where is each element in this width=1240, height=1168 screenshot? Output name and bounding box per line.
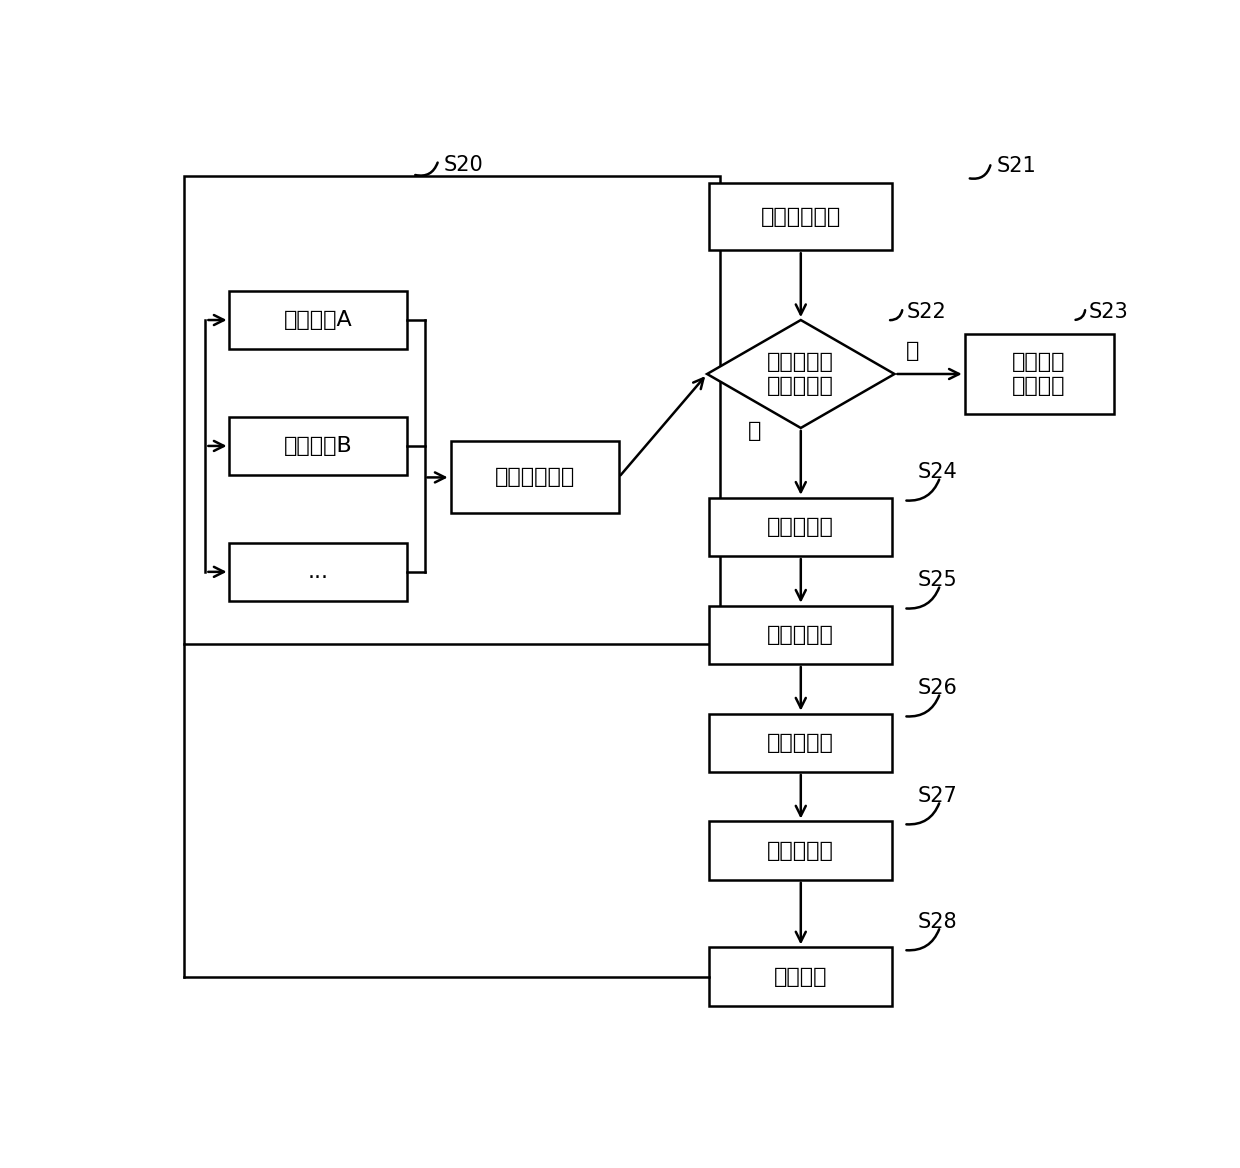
Text: 请求结果: 请求结果 xyxy=(774,967,827,987)
Text: 是: 是 xyxy=(906,341,919,361)
Bar xyxy=(709,183,892,250)
Text: S23: S23 xyxy=(1089,303,1128,322)
Text: 锁定流水号: 锁定流水号 xyxy=(768,517,835,537)
Bar xyxy=(709,605,892,665)
Text: S25: S25 xyxy=(918,570,957,590)
Text: 生成条形码: 生成条形码 xyxy=(768,841,835,861)
Text: 生成请求列队: 生成请求列队 xyxy=(495,467,574,487)
Text: 执行当前请求: 执行当前请求 xyxy=(760,207,841,227)
Bar xyxy=(709,498,892,556)
Bar xyxy=(229,417,407,475)
Text: 更新流水号: 更新流水号 xyxy=(768,625,835,645)
Text: 解锁流水号: 解锁流水号 xyxy=(768,732,835,752)
Text: S20: S20 xyxy=(444,154,484,174)
Bar xyxy=(229,291,407,349)
Bar xyxy=(184,176,720,644)
Bar xyxy=(709,714,892,772)
Text: S27: S27 xyxy=(918,786,957,806)
Text: S22: S22 xyxy=(906,303,946,322)
Text: 抛出异常
终止操作: 抛出异常 终止操作 xyxy=(1012,353,1066,396)
Bar xyxy=(229,543,407,602)
Polygon shape xyxy=(707,320,894,427)
Text: S21: S21 xyxy=(997,157,1037,176)
Text: S24: S24 xyxy=(918,463,957,482)
Bar xyxy=(709,821,892,880)
Text: 打印设备B: 打印设备B xyxy=(284,436,352,456)
Bar xyxy=(709,947,892,1006)
Bar xyxy=(965,334,1114,415)
Text: S28: S28 xyxy=(918,912,957,932)
Text: S26: S26 xyxy=(918,679,959,698)
Bar xyxy=(450,442,619,514)
Text: 判断流水号
是否被锁定: 判断流水号 是否被锁定 xyxy=(768,353,835,396)
Text: ...: ... xyxy=(308,562,329,582)
Text: 打印设备A: 打印设备A xyxy=(284,310,352,331)
Text: 否: 否 xyxy=(748,422,761,442)
